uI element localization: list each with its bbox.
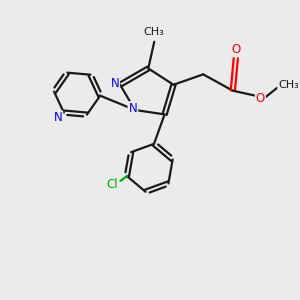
Text: CH₃: CH₃ xyxy=(278,80,299,90)
Text: N: N xyxy=(128,102,137,115)
Text: N: N xyxy=(53,111,62,124)
Text: Cl: Cl xyxy=(106,178,118,191)
Text: CH₃: CH₃ xyxy=(144,27,165,37)
Text: O: O xyxy=(256,92,265,105)
Text: N: N xyxy=(110,77,119,90)
Text: O: O xyxy=(231,43,240,56)
